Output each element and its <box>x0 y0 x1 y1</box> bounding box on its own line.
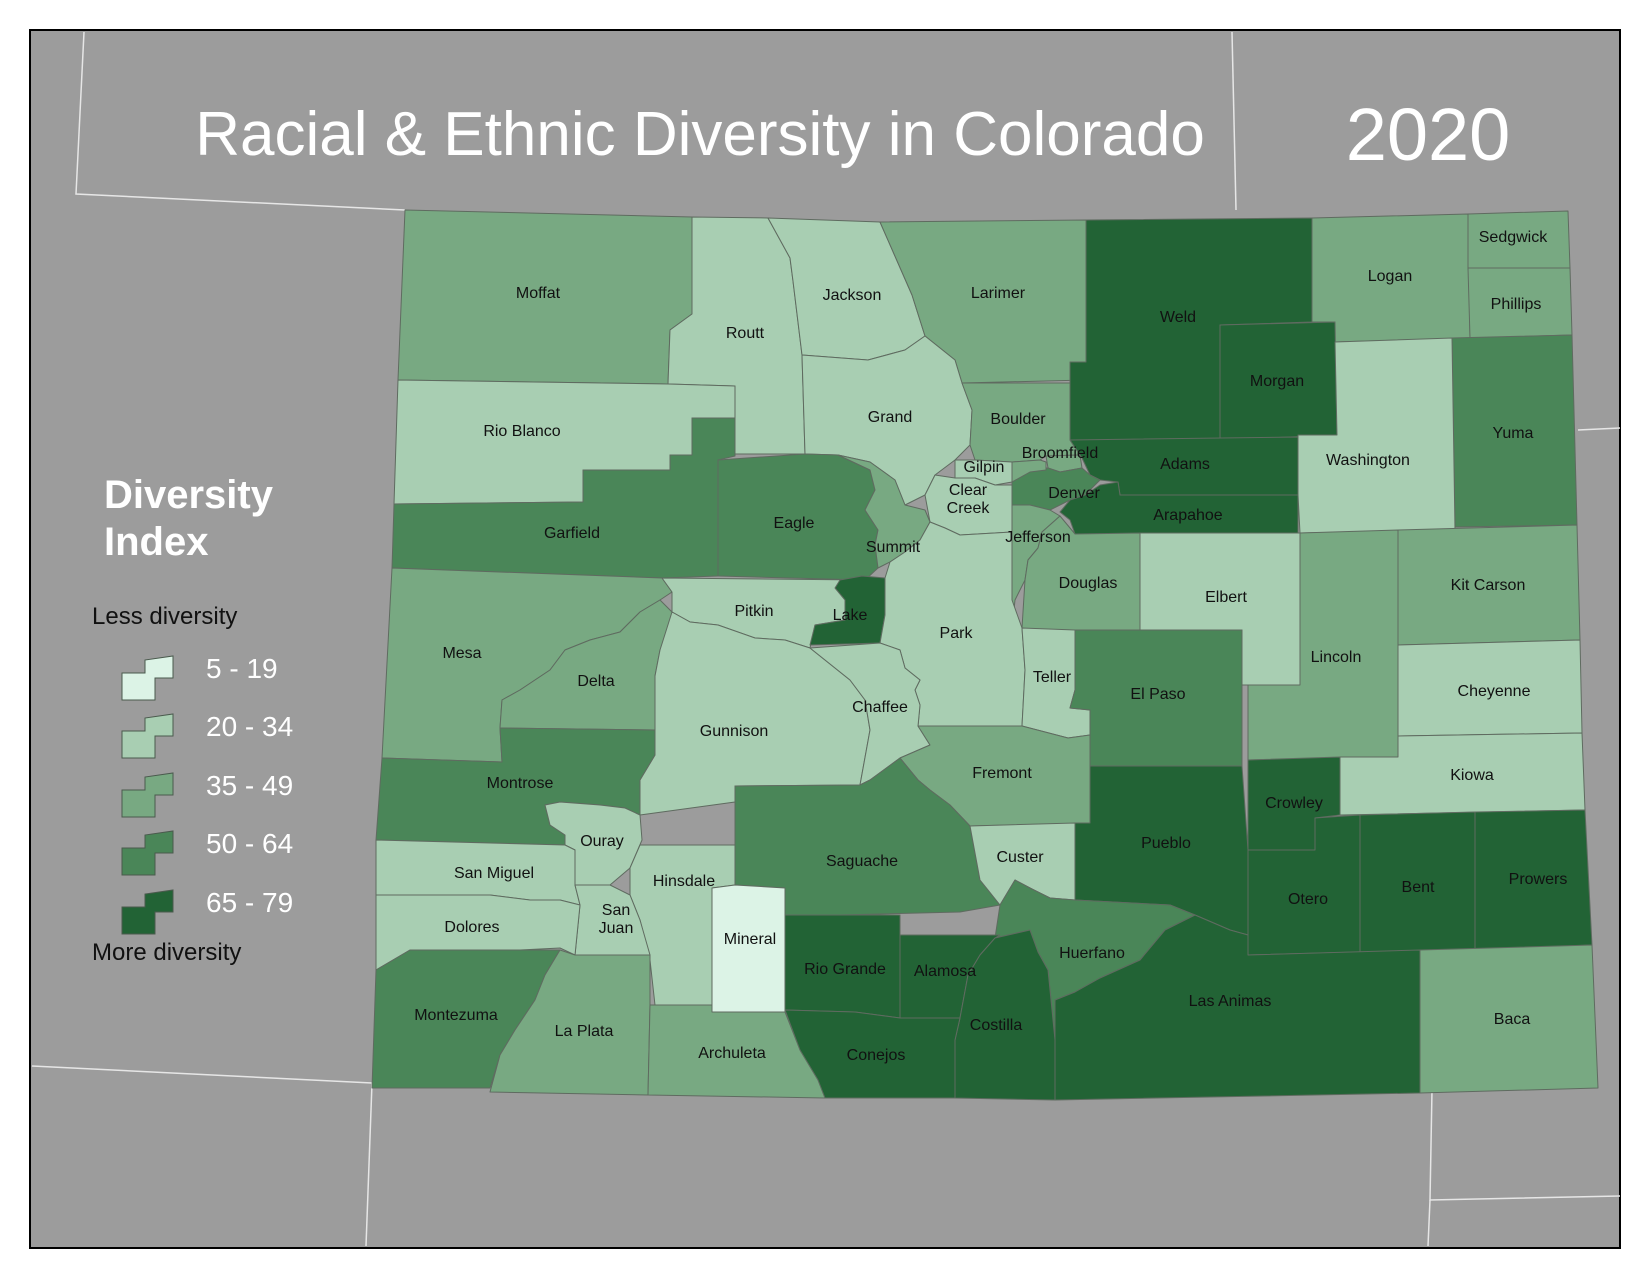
label-san-juan: San Juan <box>599 902 634 937</box>
label-routt: Routt <box>726 325 765 342</box>
legend-swatch-2 <box>121 713 174 759</box>
label-moffat: Moffat <box>516 285 561 302</box>
label-jackson: Jackson <box>823 287 882 304</box>
label-pueblo: Pueblo <box>1141 835 1191 852</box>
label-jefferson: Jefferson <box>1005 529 1071 546</box>
county-ouray[interactable] <box>544 801 643 886</box>
label-otero: Otero <box>1288 891 1328 908</box>
label-broomfield: Broomfield <box>1022 445 1098 462</box>
label-adams: Adams <box>1160 456 1210 473</box>
label-fremont: Fremont <box>972 765 1032 782</box>
legend-item-1: 5 - 19 <box>121 653 278 701</box>
county-washington[interactable] <box>1297 337 1456 534</box>
legend-swatch-4 <box>121 830 174 876</box>
label-gunnison: Gunnison <box>700 723 769 740</box>
label-cheyenne: Cheyenne <box>1458 683 1531 700</box>
label-weld: Weld <box>1160 309 1196 326</box>
label-grand: Grand <box>868 409 912 426</box>
county-lake[interactable] <box>809 575 886 646</box>
label-montezuma: Montezuma <box>414 1007 498 1024</box>
legend-swatch-3 <box>121 772 174 818</box>
label-garfield: Garfield <box>544 525 600 542</box>
legend-range-1: 5 - 19 <box>206 653 278 684</box>
label-la-plata: La Plata <box>555 1023 614 1040</box>
legend-range-2: 20 - 34 <box>206 711 293 742</box>
label-sedgwick: Sedgwick <box>1479 229 1548 246</box>
label-summit: Summit <box>866 539 921 556</box>
label-larimer: Larimer <box>971 285 1026 302</box>
label-custer: Custer <box>996 849 1044 866</box>
label-prowers: Prowers <box>1509 871 1568 888</box>
county-mineral[interactable] <box>711 884 786 1013</box>
label-arapahoe: Arapahoe <box>1153 507 1222 524</box>
legend-item-2: 20 - 34 <box>121 711 293 759</box>
label-park: Park <box>940 625 974 642</box>
label-mesa: Mesa <box>442 645 481 662</box>
label-yuma: Yuma <box>1493 425 1534 442</box>
legend: Diversity Index Less diversity 5 - 19 20… <box>92 473 293 966</box>
label-phillips: Phillips <box>1491 296 1542 313</box>
legend-heading-line2: Index <box>104 520 208 564</box>
label-crowley: Crowley <box>1265 795 1323 812</box>
label-clear-creek: Clear Creek <box>947 482 991 517</box>
legend-swatch-1 <box>121 655 174 701</box>
label-washington: Washington <box>1326 452 1410 469</box>
label-pitkin: Pitkin <box>734 603 773 620</box>
legend-item-4: 50 - 64 <box>121 828 293 876</box>
map-year: 2020 <box>1346 93 1511 176</box>
label-baca: Baca <box>1494 1011 1531 1028</box>
label-rio-blanco: Rio Blanco <box>483 423 560 440</box>
label-conejos: Conejos <box>847 1047 906 1064</box>
county-layer <box>371 209 1599 1101</box>
legend-range-4: 50 - 64 <box>206 828 293 859</box>
county-conejos[interactable] <box>784 1009 961 1099</box>
county-la-plata[interactable] <box>489 949 651 1096</box>
label-hinsdale: Hinsdale <box>653 873 715 890</box>
label-el-paso: El Paso <box>1130 686 1185 703</box>
label-delta: Delta <box>577 673 614 690</box>
label-logan: Logan <box>1368 268 1413 285</box>
label-kiowa: Kiowa <box>1450 767 1494 784</box>
legend-item-5: 65 - 79 <box>121 887 293 935</box>
county-label-layer: Moffat Routt Jackson Larimer Weld Logan … <box>414 229 1567 1064</box>
map-title: Racial & Ethnic Diversity in Colorado <box>195 100 1205 169</box>
legend-swatch-5 <box>121 889 174 935</box>
label-alamosa: Alamosa <box>914 963 976 980</box>
label-san-miguel: San Miguel <box>454 865 534 882</box>
label-rio-grande: Rio Grande <box>804 961 886 978</box>
label-saguache: Saguache <box>826 853 898 870</box>
legend-range-3: 35 - 49 <box>206 770 293 801</box>
label-costilla: Costilla <box>970 1017 1023 1034</box>
label-kit-carson: Kit Carson <box>1451 577 1526 594</box>
label-douglas: Douglas <box>1059 575 1118 592</box>
label-lake: Lake <box>833 607 868 624</box>
label-mineral: Mineral <box>724 931 776 948</box>
legend-heading-line1: Diversity <box>104 473 274 517</box>
label-elbert: Elbert <box>1205 589 1247 606</box>
label-montrose: Montrose <box>487 775 554 792</box>
neighbor-state-lines <box>31 31 1621 1247</box>
legend-less-label: Less diversity <box>92 603 237 630</box>
label-boulder: Boulder <box>990 411 1046 428</box>
label-denver: Denver <box>1048 485 1100 502</box>
label-teller: Teller <box>1033 669 1072 686</box>
label-morgan: Morgan <box>1250 373 1304 390</box>
label-dolores: Dolores <box>444 919 499 936</box>
legend-item-3: 35 - 49 <box>121 770 293 818</box>
label-lincoln: Lincoln <box>1311 649 1362 666</box>
label-huerfano: Huerfano <box>1059 945 1125 962</box>
label-bent: Bent <box>1402 879 1435 896</box>
label-ouray: Ouray <box>580 833 624 850</box>
legend-more-label: More diversity <box>92 939 241 966</box>
label-gilpin: Gilpin <box>964 459 1005 476</box>
legend-range-5: 65 - 79 <box>206 887 293 918</box>
county-baca[interactable] <box>1419 944 1599 1094</box>
label-las-animas: Las Animas <box>1189 993 1272 1010</box>
label-archuleta: Archuleta <box>698 1045 766 1062</box>
label-chaffee: Chaffee <box>852 699 908 716</box>
label-eagle: Eagle <box>774 515 815 532</box>
